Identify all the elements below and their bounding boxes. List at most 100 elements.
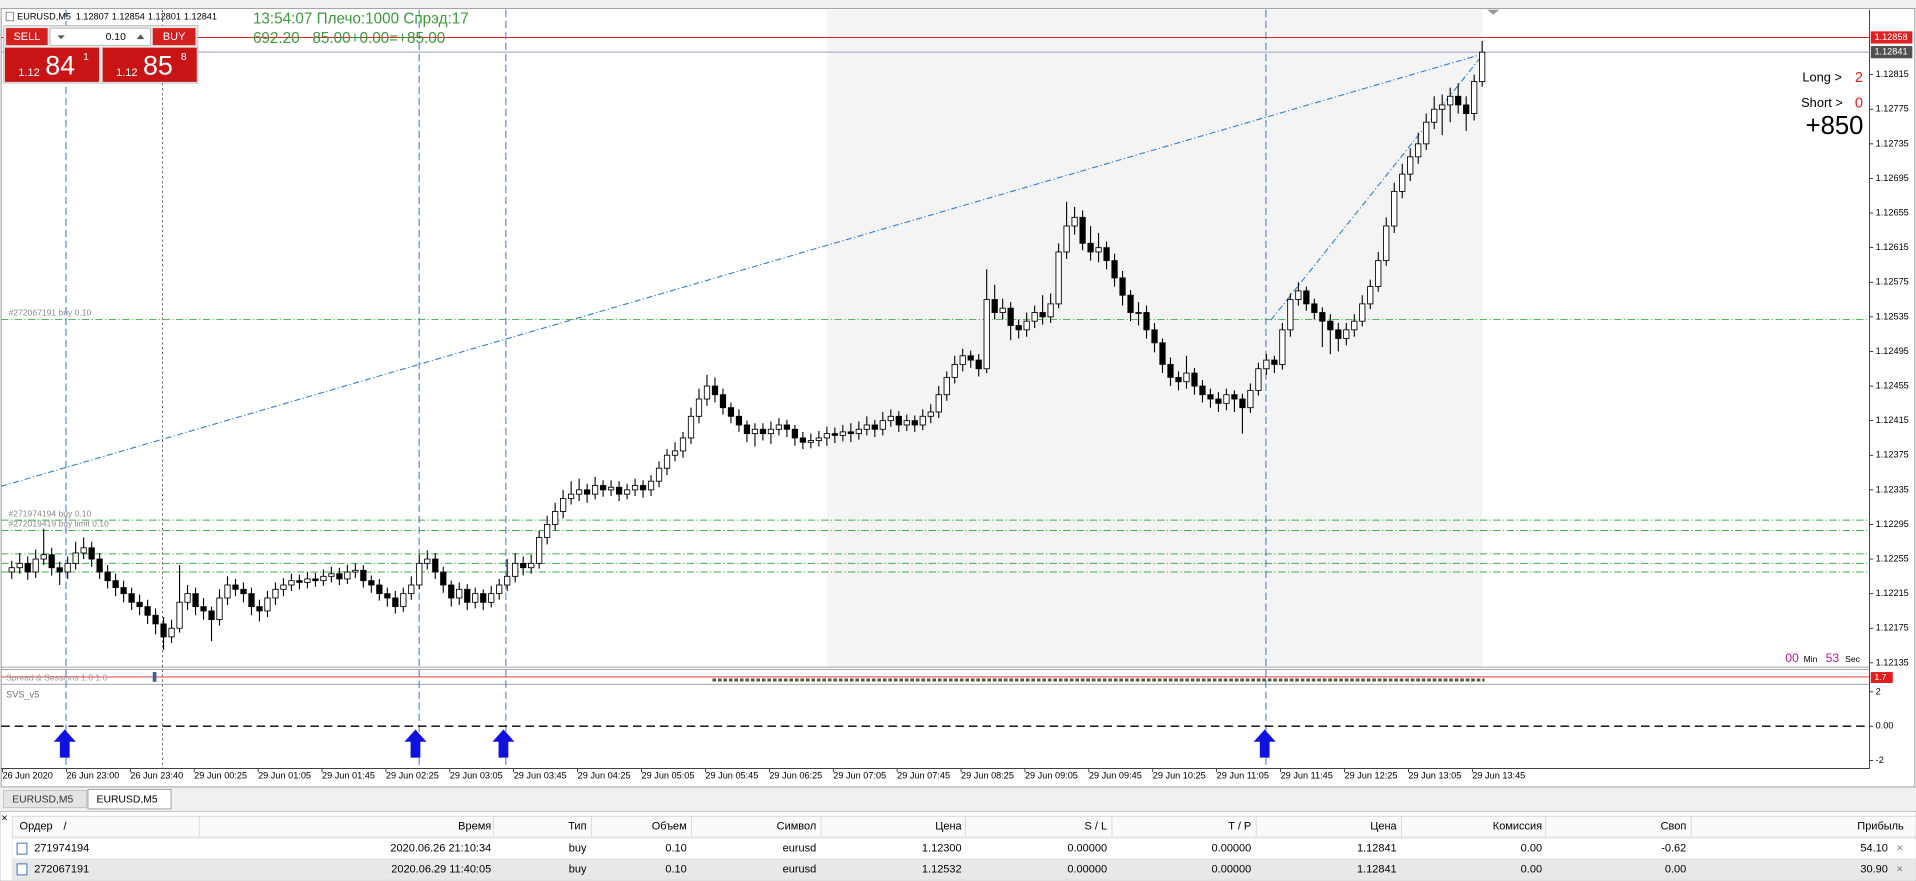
candle-body [1103, 247, 1110, 262]
table-cell: buy [569, 863, 587, 875]
order-line-label: #272019419 buy limit 0.10 [9, 519, 110, 529]
candle-body [160, 623, 167, 638]
candle-body [1423, 121, 1430, 145]
y-tick-label: 1.12375 [1876, 450, 1909, 460]
table-header: / [64, 821, 68, 833]
candle-body [176, 601, 183, 629]
x-tick-label: 29 Jun 07:05 [833, 770, 886, 780]
candle-body [799, 437, 807, 443]
candle-body [839, 431, 846, 436]
table-cell: 1.12841 [1357, 843, 1397, 855]
candle-body [1207, 394, 1214, 400]
price-box[interactable] [102, 47, 197, 82]
trend-line [1, 53, 1484, 487]
candle-body [264, 597, 271, 612]
table-cell: 0.00000 [1212, 843, 1252, 855]
table-header: Цена [935, 821, 962, 833]
candle-body [975, 359, 982, 370]
candle-body [791, 428, 799, 439]
candle-body [200, 606, 207, 612]
candle-body [272, 588, 279, 599]
candle-body [184, 593, 191, 603]
candle-body [999, 307, 1006, 313]
candle-body [1479, 51, 1486, 82]
candle-body [136, 601, 143, 608]
y-tick-label: 1.12735 [1876, 138, 1909, 148]
table-header: Своп [1661, 821, 1687, 833]
x-tick-label: 29 Jun 04:25 [578, 770, 631, 780]
x-tick-label: 29 Jun 09:45 [1089, 770, 1142, 780]
candle-body [911, 420, 918, 426]
header-ohlc: 1.12807 [76, 12, 109, 22]
candle-body [1247, 389, 1254, 409]
tab-active[interactable] [87, 788, 172, 810]
candle-body [1295, 290, 1302, 300]
buy-button[interactable] [152, 28, 196, 46]
order-line-label: #272067191 buy 0.10 [9, 308, 92, 318]
header-ohlc: 1.12801 [148, 12, 181, 22]
candle-body [440, 571, 447, 586]
candle-body [536, 536, 543, 564]
candle-body [152, 614, 159, 625]
svs-y-tick-label: 2 [1876, 686, 1881, 696]
candle-body [256, 606, 263, 612]
candle-body [591, 485, 599, 495]
candle-body [336, 573, 343, 580]
price-big: 1.12 [116, 67, 137, 79]
lot-value: 0.10 [106, 32, 126, 43]
candle-body [831, 433, 838, 436]
candle-body [120, 587, 127, 595]
sell-button[interactable] [6, 28, 48, 46]
row-close[interactable]: × [1896, 863, 1902, 875]
candle-body [1127, 294, 1134, 313]
price-pips: 85 [143, 50, 173, 80]
candle-body [192, 593, 199, 608]
table-cell: 2020.06.29 11:40:05 [391, 863, 491, 875]
candle-body [1183, 372, 1190, 383]
candle-body [863, 424, 870, 430]
price-box[interactable] [4, 47, 99, 82]
table-header: Время [458, 821, 491, 833]
candle-body [1255, 368, 1262, 391]
info-line: 692.20 85.00+0.00=+85.00 [253, 30, 445, 47]
tab[interactable] [3, 790, 88, 809]
candle-body [512, 562, 519, 577]
table-header-bg [11, 815, 1916, 838]
candle-body [959, 355, 966, 365]
timer-min: 00 [1785, 651, 1799, 665]
x-tick-label: 26 Jun 23:00 [66, 770, 119, 780]
candle-body [703, 385, 711, 400]
table-cell: 0.00000 [1067, 843, 1107, 855]
ask-label-bg [1870, 31, 1913, 44]
candle-body [456, 588, 463, 599]
table-cell: 0.00000 [1067, 863, 1107, 875]
tab-label: EURUSD,M5 [97, 794, 158, 805]
x-tick-label: 29 Jun 05:45 [705, 770, 758, 780]
candle-body [552, 511, 559, 525]
y-tick-label: 1.12695 [1876, 173, 1909, 183]
candle-body [1279, 329, 1286, 365]
sell-button-label: SELL [13, 31, 40, 43]
candle-body [496, 584, 503, 595]
row-close[interactable]: × [1896, 843, 1902, 855]
table-row[interactable] [11, 837, 1916, 860]
terminal-close[interactable]: × [1, 813, 7, 825]
lot-field[interactable] [49, 27, 151, 46]
x-tick-label: 26 Jun 23:40 [130, 770, 183, 780]
candle-body [711, 385, 719, 396]
candle-body [767, 428, 775, 435]
candle-body [1223, 394, 1230, 404]
table-row[interactable] [11, 858, 1916, 881]
candle-body [1007, 307, 1014, 326]
ask-label: 1.12858 [1874, 32, 1907, 42]
candle-body [631, 485, 639, 491]
candle-body [823, 433, 830, 439]
candle-body [1167, 363, 1174, 378]
candle-body [1351, 320, 1358, 331]
candle-body [568, 493, 575, 499]
candle-body [320, 575, 327, 582]
candle-body [360, 569, 367, 582]
candle-body [312, 578, 319, 582]
order-icon [16, 863, 28, 876]
